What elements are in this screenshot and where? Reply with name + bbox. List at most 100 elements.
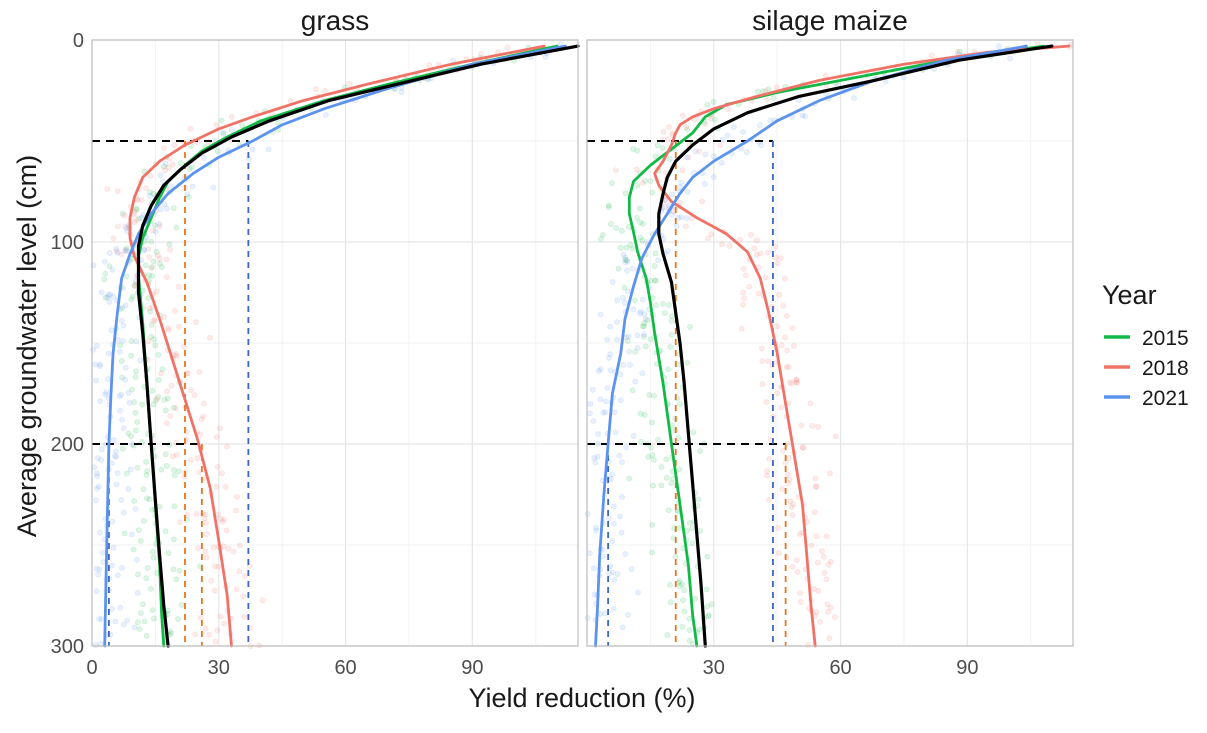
scatter-point-2021 xyxy=(597,366,604,373)
scatter-point-2015 xyxy=(765,86,772,93)
scatter-point-2018 xyxy=(793,376,800,383)
scatter-point-2015 xyxy=(660,301,666,307)
scatter-point-2021 xyxy=(586,550,593,557)
scatter-point-2018 xyxy=(478,51,484,57)
scatter-point-2015 xyxy=(146,496,153,503)
scatter-point-2015 xyxy=(652,277,658,284)
scatter-point-2015 xyxy=(651,392,657,399)
scatter-point-2015 xyxy=(218,117,225,124)
scatter-point-2015 xyxy=(618,227,625,234)
scatter-point-2018 xyxy=(219,470,225,477)
scatter-point-2018 xyxy=(195,545,201,552)
scatter-point-2018 xyxy=(156,255,163,262)
scatter-points xyxy=(584,41,1074,648)
scatter-point-2018 xyxy=(104,186,111,192)
scatter-point-2015 xyxy=(119,445,126,452)
scatter-point-2018 xyxy=(218,516,225,522)
scatter-point-2018 xyxy=(173,452,180,458)
scatter-point-2018 xyxy=(213,434,220,440)
x-tick-label: 90 xyxy=(956,657,978,679)
scatter-point-2018 xyxy=(131,283,138,290)
scatter-point-2018 xyxy=(169,453,176,460)
scatter-point-2021 xyxy=(94,473,100,479)
scatter-point-2018 xyxy=(789,325,796,331)
panel-border xyxy=(91,39,579,647)
scatter-point-2021 xyxy=(220,129,227,136)
scatter-point-2015 xyxy=(123,245,130,252)
scatter-point-2018 xyxy=(193,510,200,517)
scatter-point-2021 xyxy=(112,453,118,459)
x-axis-label: Yield reduction (%) xyxy=(468,683,695,713)
scatter-point-2015 xyxy=(605,204,612,211)
scatter-point-2018 xyxy=(797,590,804,597)
scatter-point-2015 xyxy=(637,410,644,417)
scatter-point-2021 xyxy=(591,591,598,598)
scatter-point-2021 xyxy=(103,389,110,396)
scatter-point-2021 xyxy=(110,544,117,551)
scatter-point-2018 xyxy=(133,217,140,224)
scatter-point-2018 xyxy=(827,470,833,477)
scatter-point-2021 xyxy=(118,317,125,324)
scatter-point-2015 xyxy=(148,321,155,328)
series-line-2018 xyxy=(653,44,1071,648)
scatter-point-2021 xyxy=(669,191,675,198)
scatter-point-2018 xyxy=(766,496,772,503)
scatter-point-2021 xyxy=(655,257,662,264)
scatter-point-2021 xyxy=(634,332,641,339)
scatter-point-2018 xyxy=(121,212,128,219)
scatter-point-2015 xyxy=(163,463,170,469)
scatter-point-2021 xyxy=(617,397,624,404)
scatter-point-2021 xyxy=(627,361,633,368)
scatter-point-2018 xyxy=(217,613,224,620)
scatter-point-2021 xyxy=(126,399,133,406)
scatter-point-2015 xyxy=(647,336,654,343)
scatter-point-2021 xyxy=(639,296,646,303)
scatter-point-2018 xyxy=(215,563,222,570)
scatter-point-2021 xyxy=(109,518,116,525)
scatter-point-2021 xyxy=(609,279,616,285)
scatter-point-2015 xyxy=(676,583,683,589)
scatter-point-2015 xyxy=(647,178,654,184)
scatter-point-2018 xyxy=(823,533,830,540)
scatter-point-2015 xyxy=(173,224,180,231)
scatter-point-2021 xyxy=(102,391,109,398)
scatter-point-2021 xyxy=(97,398,104,404)
scatter-point-2021 xyxy=(119,565,125,571)
scatter-point-2018 xyxy=(679,112,686,119)
scatter-point-2018 xyxy=(212,563,218,570)
scatter-point-2018 xyxy=(807,400,814,407)
scatter-point-2021 xyxy=(619,459,625,465)
scatter-point-2015 xyxy=(214,148,221,155)
scatter-point-2015 xyxy=(129,386,135,393)
scatter-point-2018 xyxy=(774,390,781,397)
scatter-point-2015 xyxy=(139,601,146,608)
scatter-point-2021 xyxy=(612,429,619,436)
scatter-point-2015 xyxy=(147,585,154,592)
scatter-point-2015 xyxy=(150,401,157,408)
scatter-point-2018 xyxy=(827,558,834,565)
scatter-point-2018 xyxy=(685,154,692,161)
scatter-point-2018 xyxy=(775,524,781,531)
scatter-point-2018 xyxy=(779,486,786,492)
scatter-point-2015 xyxy=(102,294,109,301)
scatter-point-2018 xyxy=(169,161,176,168)
scatter-point-2018 xyxy=(812,475,819,482)
scatter-point-2015 xyxy=(171,536,177,543)
scatter-point-2015 xyxy=(686,615,693,622)
scatter-point-2015 xyxy=(649,189,656,196)
scatter-point-2021 xyxy=(114,572,121,579)
scatter-point-2018 xyxy=(188,457,194,463)
scatter-point-2021 xyxy=(157,206,164,213)
scatter-point-2021 xyxy=(112,454,119,460)
scatter-point-2018 xyxy=(763,472,770,479)
scatter-point-2018 xyxy=(759,381,766,388)
scatter-point-2015 xyxy=(121,530,128,537)
scatter-point-2018 xyxy=(737,236,743,243)
scatter-point-2015 xyxy=(677,401,683,407)
scatter-point-2018 xyxy=(225,545,232,552)
scatter-point-2018 xyxy=(153,288,160,295)
scatter-point-2018 xyxy=(220,516,227,523)
scatter-point-2015 xyxy=(679,623,686,630)
scatter-point-2021 xyxy=(620,251,627,258)
